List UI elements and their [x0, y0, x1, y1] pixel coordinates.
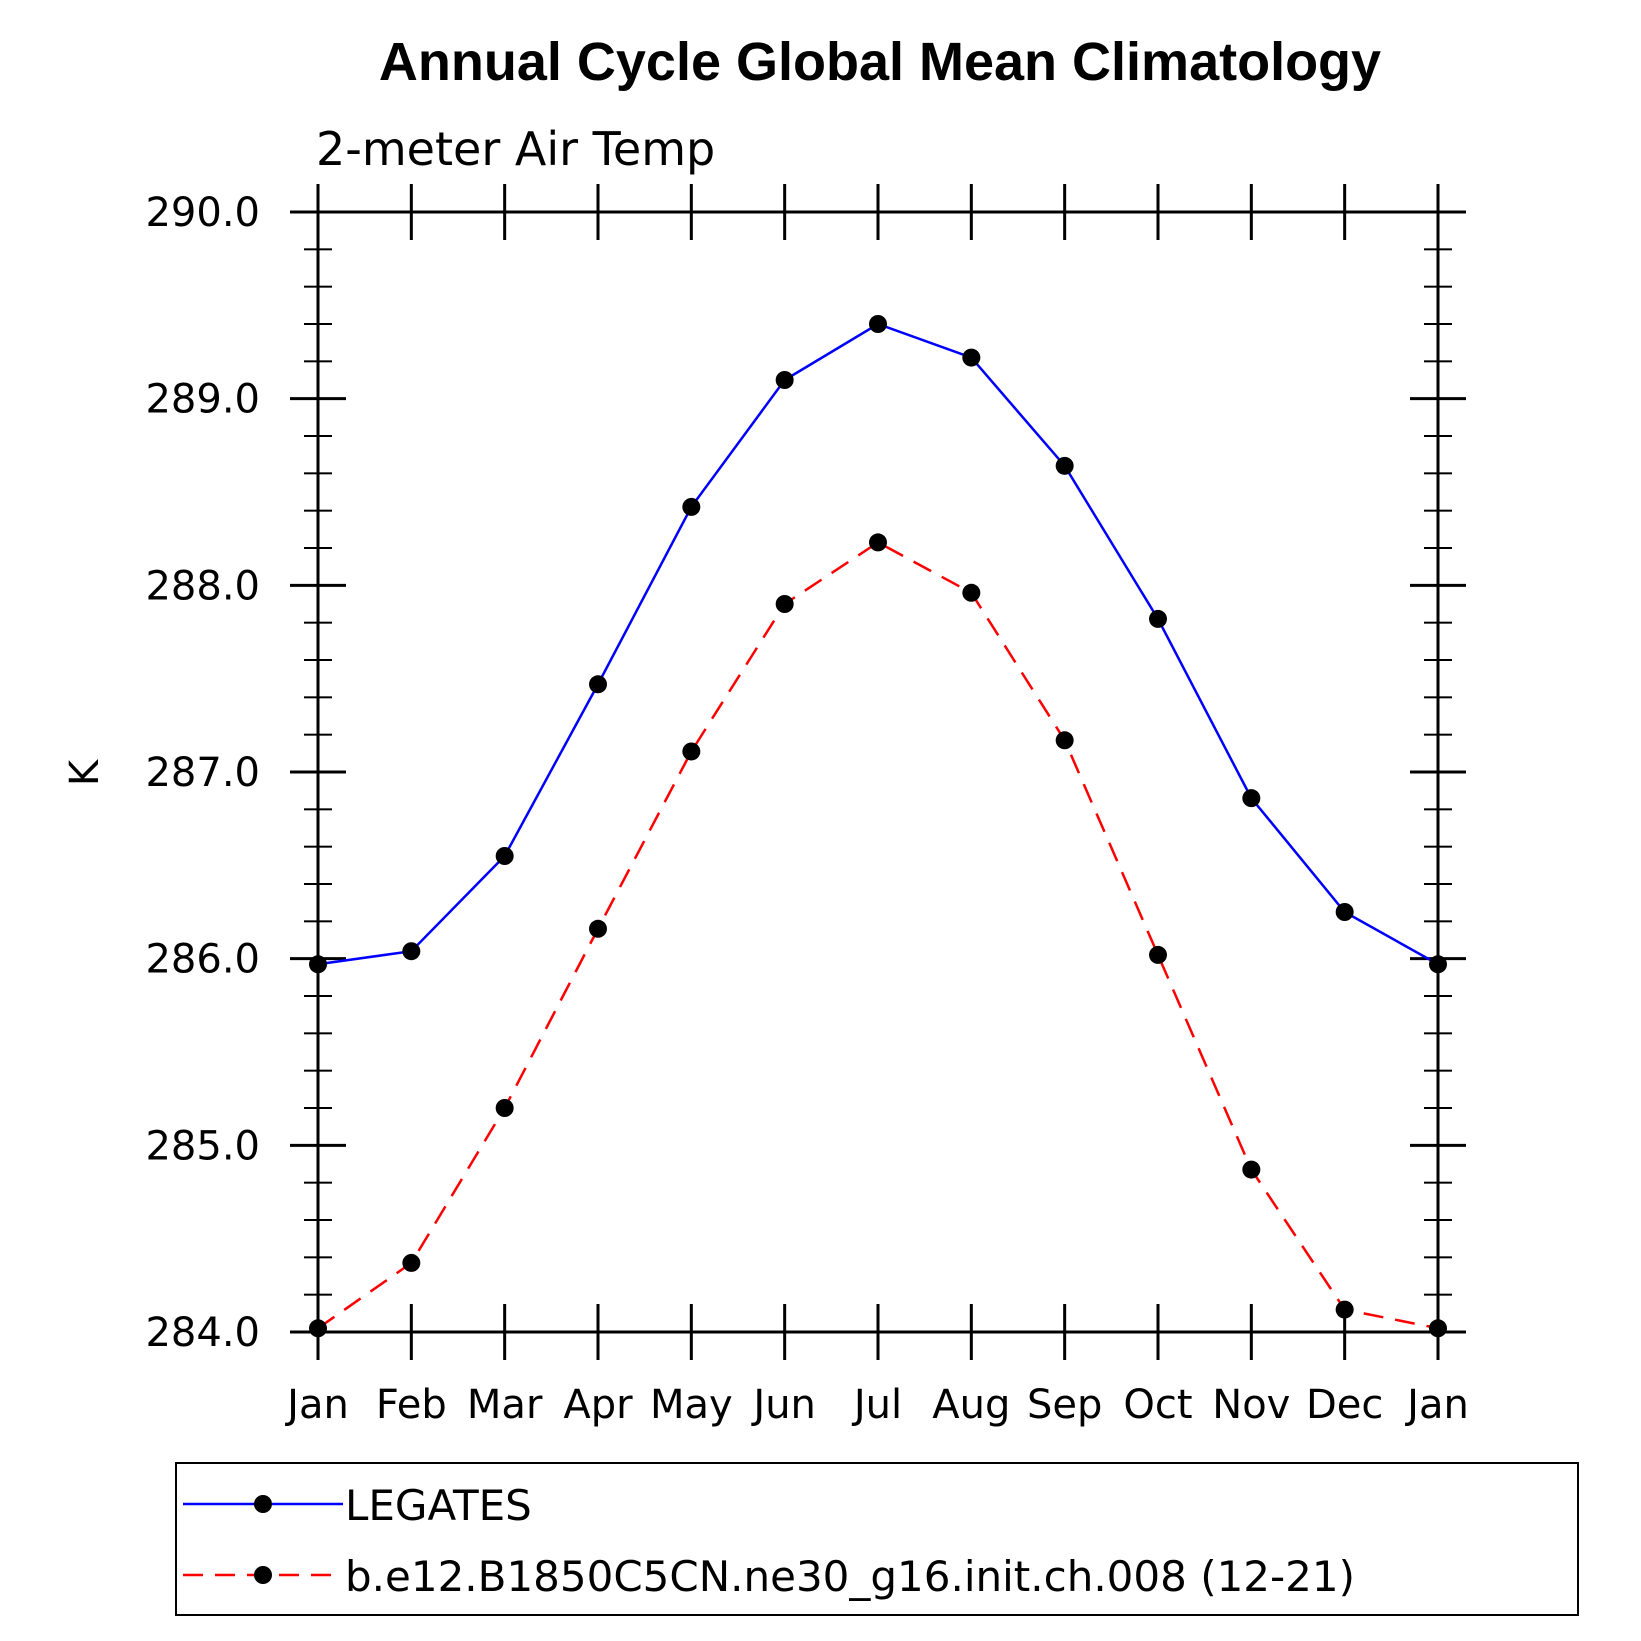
x-tick-label: Dec: [1306, 1382, 1383, 1428]
series-0-point: [1149, 609, 1167, 628]
series-1-point: [1335, 1300, 1354, 1319]
series-0-point: [962, 348, 981, 367]
y-tick-label: 285.0: [145, 1123, 260, 1169]
series-line-1: [317, 540, 1439, 1330]
series-1-point: [1242, 1160, 1261, 1179]
x-tick-label: Mar: [467, 1382, 543, 1428]
series-layer: [309, 315, 1447, 1338]
x-tick-label: Jun: [750, 1382, 816, 1428]
series-1-point: [682, 742, 701, 761]
series-1-point: [775, 595, 794, 613]
y-tick-label: 287.0: [145, 750, 260, 796]
legend-frame: [175, 1462, 1579, 1616]
legend: LEGATES b.e12.B1850C5CN.ne30_g16.init.ch…: [175, 1462, 1579, 1616]
series-0-point: [589, 675, 607, 694]
legend-marker-model: [254, 1566, 272, 1584]
x-tick-label: Apr: [563, 1382, 633, 1428]
x-tick-label: Sep: [1027, 1382, 1102, 1428]
legend-label-model: b.e12.B1850C5CN.ne30_g16.init.ch.008 (12…: [345, 1552, 1355, 1601]
x-tick-label: May: [650, 1382, 733, 1428]
series-1-point: [1149, 945, 1167, 964]
series-1-point: [962, 583, 981, 602]
y-tick-label: 288.0: [145, 563, 260, 609]
chart-subtitle: 2-meter Air Temp: [316, 122, 715, 176]
y-tick-label: 290.0: [145, 190, 260, 236]
x-tick-label: Aug: [932, 1382, 1010, 1428]
series-0-point: [682, 497, 701, 516]
series-0-point: [495, 847, 514, 865]
series-1-point: [495, 1099, 514, 1117]
series-0-point: [1335, 903, 1354, 921]
x-tick-label: Jul: [851, 1382, 902, 1428]
y-tick-label: 284.0: [145, 1310, 260, 1356]
y-tick-label: 286.0: [145, 937, 260, 983]
x-tick-label: Nov: [1212, 1382, 1290, 1428]
y-tick-labels: 290.0 289.0 288.0 287.0 286.0 285.0 284.0: [145, 190, 260, 1356]
series-0-point: [402, 942, 421, 961]
series-1-point: [402, 1253, 421, 1272]
series-1-point: [589, 919, 607, 938]
series-0-point: [1055, 456, 1074, 475]
x-tick-label: Oct: [1123, 1382, 1192, 1428]
legend-label-legates: LEGATES: [345, 1481, 532, 1530]
plot-frame: [316, 210, 1440, 1334]
axis-ticks: [290, 184, 1466, 1360]
x-tick-labels: Jan Feb Mar Apr May Jun Jul Aug Sep Oct Nov Dec Jan: [284, 1382, 1469, 1428]
chart-title: Annual Cycle Global Mean Climatology: [379, 32, 1381, 92]
x-tick-label: Feb: [376, 1382, 447, 1428]
series-0-point: [775, 371, 794, 389]
series-line-0: [317, 322, 1439, 966]
series-0-point: [1242, 789, 1261, 808]
series-1-point: [869, 533, 887, 552]
series-0-point: [869, 315, 887, 333]
legend-marker-legates: [254, 1495, 272, 1513]
y-axis-label: K: [62, 758, 108, 786]
x-tick-label: Jan: [284, 1382, 349, 1428]
x-tick-label: Jan: [1404, 1382, 1469, 1428]
y-tick-label: 289.0: [145, 377, 260, 423]
series-1-point: [1055, 731, 1074, 750]
